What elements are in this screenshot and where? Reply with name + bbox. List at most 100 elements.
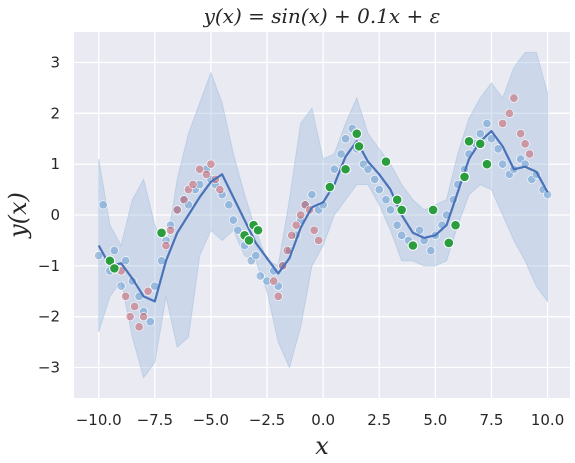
blue-point [381,195,391,205]
blue-point [498,159,508,169]
red-point [139,312,149,322]
green-point [351,128,363,139]
red-point [134,322,144,332]
x-axis-label: x [315,432,329,460]
green-point [353,141,365,152]
blue-point [493,144,503,154]
blue-point [486,134,496,144]
x-tick-label: 2.5 [367,411,391,429]
blue-point [374,185,384,195]
red-point [516,129,526,139]
green-point [324,181,336,193]
blue-point [116,281,126,291]
green-point [459,171,470,183]
red-point [520,139,530,149]
blue-point [370,174,380,184]
blue-point [341,134,351,144]
red-point [130,301,140,311]
red-point [215,185,225,195]
blue-point [307,190,317,200]
blue-point [385,205,395,215]
blue-point [251,251,261,261]
x-tick-labels: −10.0 −7.5 −5.0 −2.5 0.0 2.5 5.0 7.5 10.0 [76,411,565,429]
blue-point [415,225,425,235]
blue-point [228,215,238,225]
green-point [474,138,486,150]
red-point [525,149,535,159]
x-tick-label: −10.0 [76,411,122,429]
mean-line [97,130,549,303]
blue-point [392,220,402,230]
red-point [269,276,279,286]
y-tick-label: 1 [50,155,60,173]
red-point [314,235,324,245]
blue-point [426,246,436,256]
green-point [396,204,407,216]
x-tick-label: 5.0 [423,411,447,429]
green-point [380,156,392,167]
x-tick-label: −7.5 [137,411,173,429]
mean-curve [97,130,549,303]
green-point [427,204,439,216]
blue-point [224,200,234,210]
green-point [243,235,255,246]
green-point [450,219,461,231]
blue-point [363,164,373,174]
red-point [161,241,171,251]
red-point [143,286,153,296]
y-tick-label: −3 [38,359,60,377]
red-point [166,225,176,235]
green-point [104,255,116,267]
y-tick-label: −2 [38,308,60,326]
y-tick-labels: −3 −2 −1 0 1 2 3 [38,54,60,377]
blue-point [397,230,407,240]
green-point [481,158,493,170]
y-tick-label: 0 [50,206,60,224]
blue-point [145,317,155,327]
x-tick-label: −2.5 [249,411,285,429]
y-axis-label: y(x) [4,192,32,239]
red-point [273,291,283,301]
red-point [195,164,205,174]
green-point [391,194,403,206]
red-point [296,210,306,220]
blue-point [109,246,119,256]
blue-point [329,164,339,174]
red-point [125,312,135,322]
green-point [340,163,351,175]
red-point [509,93,519,103]
green-point [463,135,475,147]
red-point [291,220,301,230]
red-point [188,180,198,190]
y-tick-label: 3 [50,54,60,72]
blue-point [233,225,243,235]
green-point [156,227,167,239]
blue-point [482,119,492,129]
blue-point [94,251,104,261]
blue-point [475,129,485,139]
x-tick-label: 7.5 [480,411,504,429]
red-point [309,225,319,235]
y-tick-label: −1 [38,257,60,275]
red-point [498,119,508,129]
blue-point [98,200,108,210]
red-point [206,159,216,169]
x-tick-label: 10.0 [531,411,564,429]
green-point [407,240,419,251]
red-point [201,169,211,179]
y-tick-label: 2 [50,104,60,122]
red-point [121,291,131,301]
red-scatter-points [116,93,535,332]
chart-title: y(x) = sin(x) + 0.1x + ε [203,4,441,28]
red-point [172,205,182,215]
red-point [504,108,514,118]
green-point [109,263,120,274]
green-point [252,224,264,236]
red-point [179,195,189,205]
blue-point [121,256,131,266]
x-tick-label: 0.0 [311,411,335,429]
x-tick-label: −5.0 [193,411,229,429]
red-point [287,230,297,240]
blue-point [336,149,346,159]
